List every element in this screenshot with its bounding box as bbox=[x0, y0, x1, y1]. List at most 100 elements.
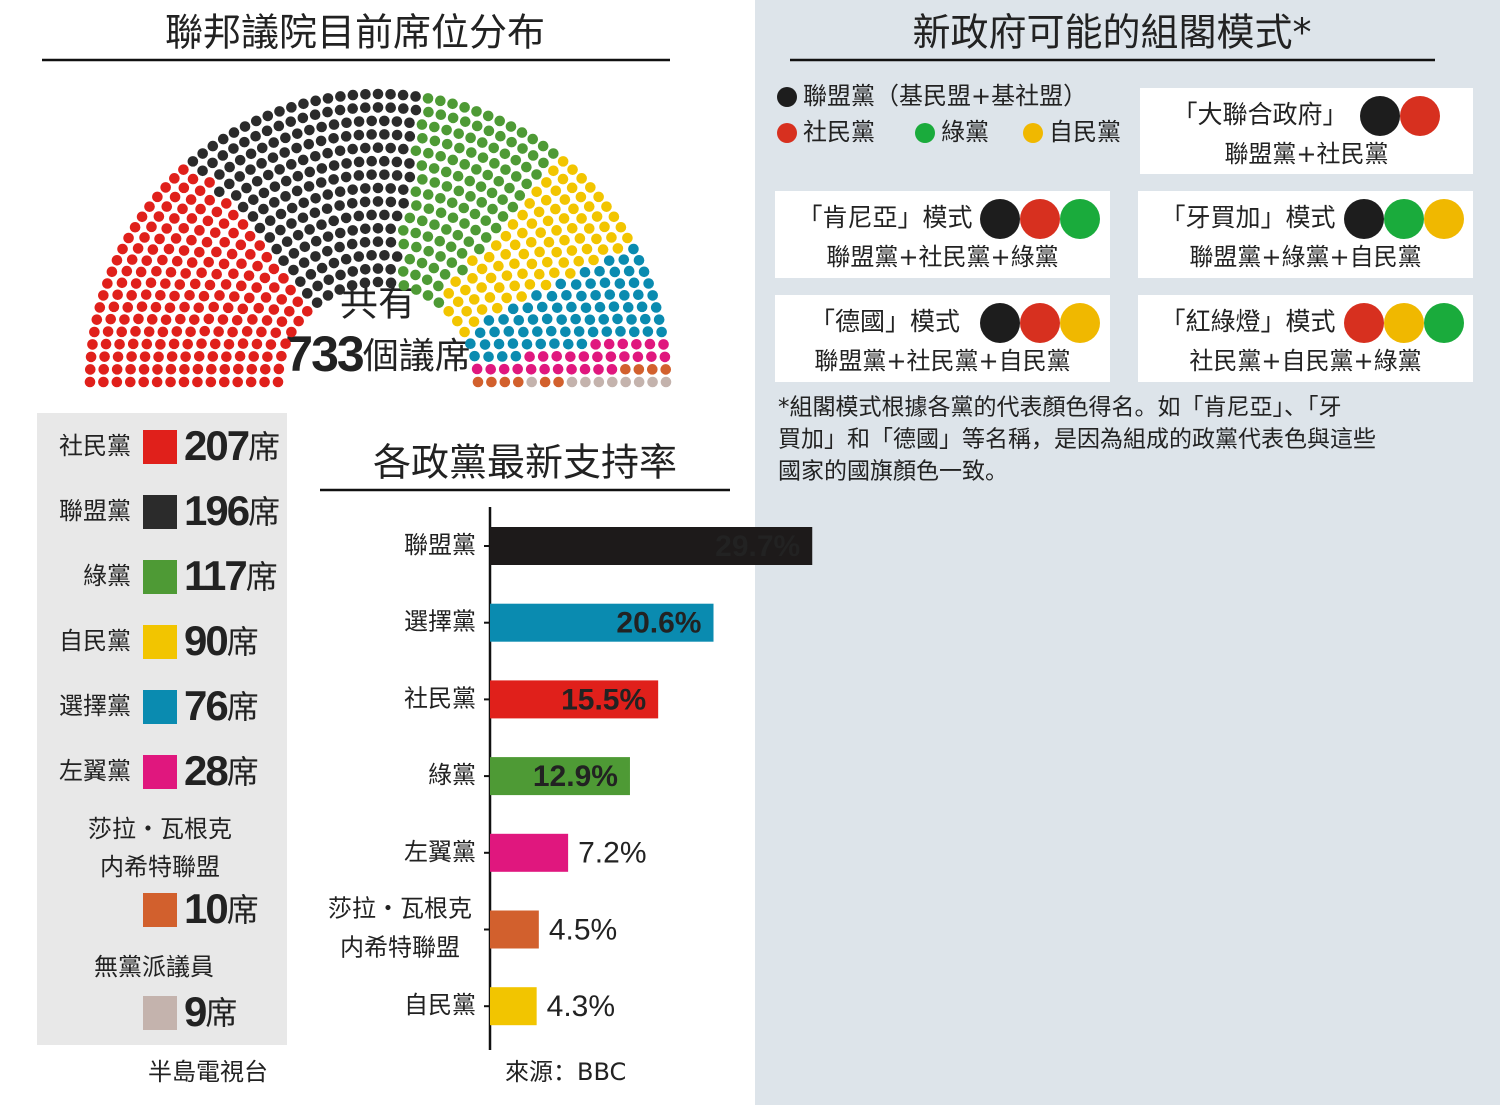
seat bbox=[483, 251, 495, 263]
seat bbox=[185, 194, 197, 205]
seat bbox=[153, 211, 165, 222]
seat bbox=[429, 121, 440, 133]
bar bbox=[490, 527, 813, 565]
value-label: 12.9% bbox=[533, 760, 618, 793]
seat bbox=[360, 142, 371, 154]
seat bbox=[410, 91, 421, 102]
seat bbox=[280, 191, 291, 202]
seat bbox=[460, 284, 471, 296]
seat bbox=[239, 136, 250, 148]
seat bbox=[411, 200, 422, 211]
seat bbox=[322, 93, 334, 104]
coalition-parties: 聯盟黨+綠黨+自民黨 bbox=[1189, 243, 1421, 271]
seat bbox=[605, 351, 617, 362]
seat bbox=[100, 338, 112, 350]
seat bbox=[205, 376, 217, 388]
seat bbox=[105, 313, 117, 325]
seat bbox=[269, 181, 281, 192]
seat bbox=[208, 301, 220, 313]
seat bbox=[404, 253, 416, 265]
seat bbox=[276, 316, 288, 327]
seat bbox=[111, 254, 123, 266]
seat bbox=[517, 268, 528, 280]
seat bbox=[500, 230, 512, 242]
seat bbox=[525, 236, 537, 248]
seat bbox=[262, 169, 274, 181]
seat bbox=[646, 351, 657, 362]
seat bbox=[510, 154, 522, 166]
seat bbox=[483, 351, 494, 363]
seat bbox=[117, 243, 128, 255]
seat bbox=[268, 137, 280, 148]
seat bbox=[366, 169, 377, 180]
seat bbox=[221, 198, 232, 209]
seat bbox=[457, 264, 468, 276]
seat bbox=[549, 267, 560, 279]
value-label: 90席 bbox=[184, 617, 259, 664]
seat bbox=[334, 186, 346, 198]
seat bbox=[207, 157, 218, 169]
seat bbox=[501, 270, 513, 281]
seat bbox=[594, 301, 606, 313]
coalition-name: 「牙買加」模式 bbox=[1160, 203, 1335, 232]
seat bbox=[316, 262, 328, 274]
seat bbox=[516, 127, 528, 138]
seat bbox=[599, 221, 610, 233]
seat bbox=[245, 148, 257, 160]
seat bbox=[211, 268, 222, 280]
seat bbox=[450, 276, 461, 287]
seat bbox=[591, 233, 602, 245]
seat bbox=[256, 158, 267, 169]
value-label: 207席 bbox=[184, 422, 280, 469]
seat bbox=[310, 150, 321, 162]
seat bbox=[423, 245, 434, 257]
seat bbox=[606, 364, 618, 375]
seat bbox=[141, 255, 153, 266]
seat bbox=[483, 315, 495, 326]
seat bbox=[165, 363, 177, 375]
seat bbox=[253, 302, 265, 314]
legend-swatch bbox=[143, 893, 177, 927]
seat bbox=[301, 288, 313, 299]
legend-swatch bbox=[143, 495, 177, 529]
seat bbox=[126, 290, 137, 301]
seat bbox=[385, 277, 397, 289]
seat bbox=[593, 364, 604, 375]
seat bbox=[372, 222, 384, 234]
seat bbox=[459, 116, 471, 127]
seat bbox=[628, 243, 639, 255]
seat bbox=[347, 89, 359, 101]
seat bbox=[224, 161, 235, 173]
party-dot bbox=[980, 303, 1020, 343]
seat bbox=[334, 241, 345, 253]
seat bbox=[575, 191, 587, 203]
seat bbox=[576, 290, 587, 302]
seat bbox=[184, 290, 195, 301]
seat bbox=[479, 339, 491, 350]
seat bbox=[499, 148, 511, 160]
seat bbox=[276, 294, 288, 305]
seat bbox=[463, 236, 475, 248]
seat bbox=[271, 243, 282, 255]
legend-swatch bbox=[143, 430, 177, 464]
seat bbox=[404, 158, 415, 169]
seat bbox=[580, 376, 591, 388]
seat bbox=[642, 326, 654, 337]
seat bbox=[273, 120, 285, 132]
seat bbox=[548, 165, 559, 177]
seat bbox=[452, 229, 464, 241]
seat bbox=[360, 223, 371, 235]
seat bbox=[180, 351, 191, 362]
seat bbox=[267, 152, 279, 163]
seat bbox=[94, 302, 106, 313]
seat bbox=[435, 251, 446, 262]
seat bbox=[372, 102, 384, 113]
seat bbox=[539, 376, 551, 388]
seat bbox=[441, 224, 452, 235]
seat bbox=[309, 207, 321, 219]
seat bbox=[227, 326, 238, 338]
coalition-name: 「紅綠燈」模式 bbox=[1160, 307, 1335, 336]
seat bbox=[568, 203, 579, 215]
seat bbox=[237, 201, 249, 213]
seat bbox=[213, 326, 224, 337]
